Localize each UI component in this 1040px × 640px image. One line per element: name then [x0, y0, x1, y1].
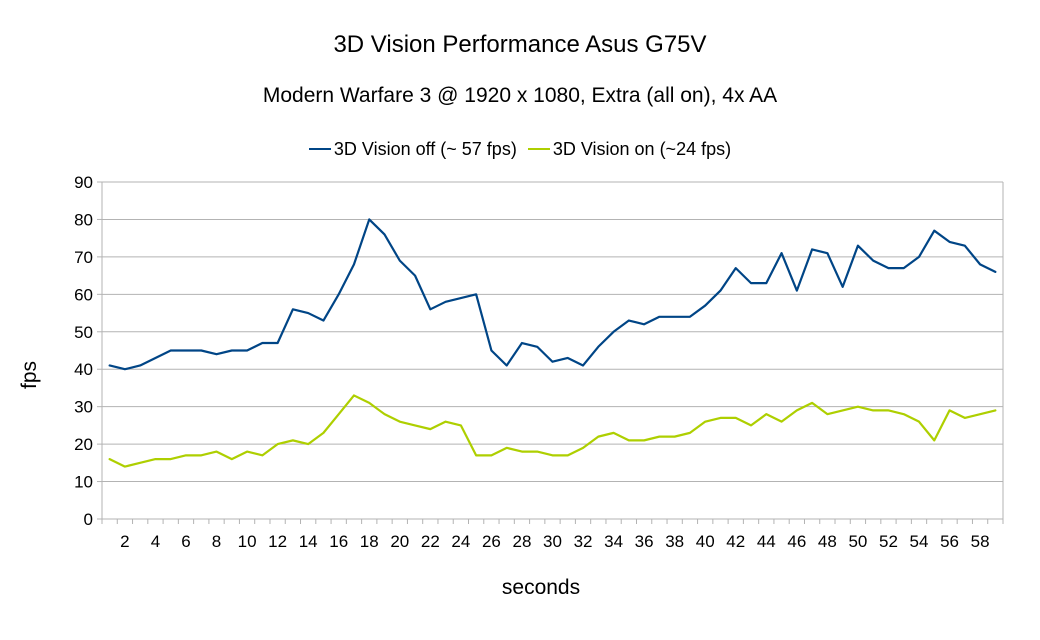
chart-subtitle: Modern Warfare 3 @ 1920 x 1080, Extra (a… [262, 84, 778, 107]
x-tick-label: 46 [787, 532, 806, 551]
y-tick-label: 20 [74, 435, 93, 454]
x-tick-label: 12 [268, 532, 287, 551]
x-tick-label: 52 [879, 532, 898, 551]
x-tick-label: 4 [151, 532, 160, 551]
x-tick-label: 10 [238, 532, 257, 551]
y-tick-label: 70 [74, 248, 93, 267]
x-tick-label: 48 [818, 532, 837, 551]
x-tick-label: 54 [910, 532, 929, 551]
x-tick-label: 16 [329, 532, 348, 551]
legend-swatch-off [308, 148, 331, 150]
x-tick-label: 50 [848, 532, 867, 551]
series-line-3d-vision-off [108, 218, 997, 371]
x-tick-label: 30 [543, 532, 562, 551]
y-tick-label: 30 [74, 398, 93, 417]
legend-item-on: 3D Vision on (~24 fps) [527, 138, 732, 160]
x-tick-label: 14 [299, 532, 318, 551]
x-tick-label: 20 [390, 532, 409, 551]
x-tick-label: 22 [421, 532, 440, 551]
y-tick-label: 10 [74, 473, 93, 492]
y-axis-label: fps [18, 361, 41, 389]
x-tick-label: 42 [726, 532, 745, 551]
x-tick-labels: 2 4 6 8 10 12 14 16 18 20 22 24 26 28 30 32 34 36 38 40 42 44… [120, 532, 989, 551]
y-tick-label: 40 [74, 360, 93, 379]
x-tick-label: 32 [574, 532, 593, 551]
legend: 3D Vision off (~ 57 fps) 3D Vision on (~… [0, 134, 1040, 160]
y-tick-label: 80 [74, 210, 93, 229]
grid-lines [97, 181, 1004, 524]
y-tick-label: 0 [84, 510, 93, 529]
legend-item-off: 3D Vision off (~ 57 fps) [308, 138, 517, 160]
series-line-3d-vision-on [108, 394, 997, 468]
x-tick-label: 36 [635, 532, 654, 551]
x-tick-label: 26 [482, 532, 501, 551]
x-tick-label: 6 [181, 532, 190, 551]
y-tick-labels: 0 10 20 30 40 50 60 70 80 90 [74, 173, 93, 529]
legend-label-on: 3D Vision on (~24 fps) [552, 138, 732, 159]
x-tick-label: 34 [604, 532, 623, 551]
legend-swatch-on [527, 148, 550, 150]
x-tick-label: 8 [212, 532, 221, 551]
y-tick-label: 60 [74, 285, 93, 304]
x-tick-label: 28 [512, 532, 531, 551]
x-tick-label: 58 [971, 532, 990, 551]
y-tick-label: 90 [74, 173, 93, 192]
x-tick-label: 24 [451, 532, 470, 551]
x-tick-label: 44 [757, 532, 776, 551]
x-tick-label: 40 [696, 532, 715, 551]
x-axis-label: seconds [502, 576, 580, 599]
x-tick-label: 18 [360, 532, 379, 551]
x-tick-label: 56 [940, 532, 959, 551]
series-lines [108, 218, 997, 468]
legend-label-off: 3D Vision off (~ 57 fps) [333, 138, 517, 159]
x-tick-label: 2 [120, 532, 129, 551]
x-tick-label: 38 [665, 532, 684, 551]
y-tick-label: 50 [74, 323, 93, 342]
chart-title: 3D Vision Performance Asus G75V [333, 31, 707, 58]
